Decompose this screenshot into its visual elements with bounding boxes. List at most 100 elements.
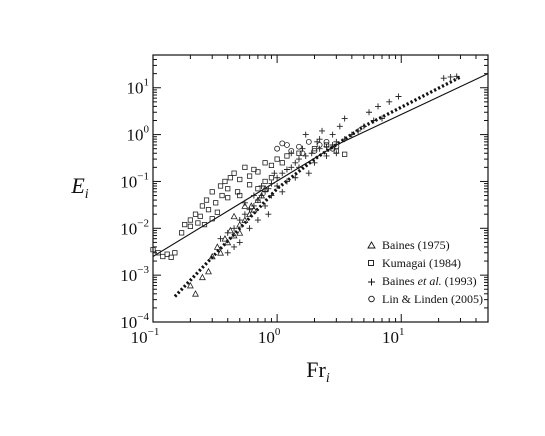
square-marker [237,192,243,199]
square-marker [222,178,228,185]
square-marker [255,169,261,175]
plus-marker [268,180,275,187]
plus-marker [250,202,257,209]
y-tick-label-exponent: 1 [144,77,150,89]
plus-marker [302,152,309,159]
square-marker [342,151,348,157]
dotted-fit-line [173,75,462,298]
legend-entry-baines-1975: Baines (1975) [367,238,450,252]
plus-marker [386,98,393,105]
square-marker [274,156,280,162]
circle-marker [323,138,330,145]
square-marker [227,175,233,181]
x-tick-label: 100 [258,326,281,347]
y-tick-label-base: 10 [120,313,137,332]
square-marker [199,203,205,209]
square-marker [296,150,302,156]
plus-marker [366,109,373,116]
square-marker [246,173,253,179]
plus-marker [246,206,253,213]
legend-label-lin-linden-2005: Lin & Linden (2005) [382,292,483,306]
square-marker [187,217,193,223]
plus-marker [323,152,330,159]
plus-marker [274,174,281,181]
plus-marker [360,123,367,130]
square-marker [164,251,170,257]
square-marker [182,221,188,228]
y-tick-label: 100 [127,124,150,145]
plus-marker [283,178,290,185]
square-marker [246,182,253,188]
legend-circle-marker [368,295,375,303]
circle-marker [274,145,281,152]
y-axis-title: Ei [70,173,88,202]
plus-marker [279,170,286,177]
plus-marker [440,75,447,82]
square-marker [168,254,174,260]
square-marker [172,250,178,256]
y-tick-label-exponent: −2 [137,217,149,229]
triangle-marker [213,243,221,250]
triangle-marker [186,281,194,289]
square-marker [284,153,290,159]
square-marker [225,195,231,201]
x-axis-title-main: Fr [306,357,326,382]
plot-area [150,54,489,323]
legend-label-baines-1993-before: Baines [382,274,418,288]
legend-label-baines-1993-after: (1993) [442,274,477,288]
solid-fit-line [152,73,489,257]
x-axis-title-sub: i [326,371,330,386]
plus-marker [453,73,460,80]
y-tick-label: 101 [127,77,150,98]
x-tick-label: 10−1 [131,326,160,347]
plus-marker [254,217,261,224]
plus-marker [258,182,265,189]
circle-marker [284,142,290,148]
plus-marker [370,117,377,124]
plus-marker [279,188,286,195]
triangle-marker [198,273,206,281]
square-marker [268,162,275,169]
plus-marker [246,225,253,232]
legend-entry-lin-linden-2005: Lin & Linden (2005) [368,292,483,306]
plus-marker [395,93,402,100]
circle-marker [316,142,323,148]
plus-marker [302,131,309,138]
legend-label-baines-1993: Baines et al. (1993) [382,274,477,288]
legend-entry-baines-1993: Baines et al. (1993) [368,274,477,288]
square-marker [231,170,237,176]
plus-marker [355,127,362,134]
major-ticks [152,55,488,323]
square-marker [209,216,215,222]
triangle-marker [241,216,249,223]
triangle-marker [236,220,244,228]
plus-marker [262,188,269,195]
plus-marker [311,159,318,166]
square-marker [219,192,225,199]
y-tick-label: 10−2 [120,217,149,238]
triangle-marker [230,212,238,220]
x-tick-label-base: 10 [382,328,399,347]
y-tick-label-exponent: 0 [144,124,150,136]
triangle-marker [236,229,244,236]
triangle-marker [217,249,225,256]
plus-marker [254,197,261,204]
plus-marker [375,103,382,110]
square-marker [262,178,268,185]
plus-marker [316,136,323,143]
plus-marker [274,182,281,189]
plus-marker [241,199,248,206]
circle-marker [305,138,312,145]
plus-marker [271,170,278,177]
square-marker [197,213,203,219]
plus-marker [305,170,312,177]
plus-marker [333,150,340,157]
plus-marker [379,115,386,122]
legend: Baines (1975) Kumagai (1984) Baines et a… [367,238,483,306]
plus-marker [292,174,299,181]
plus-marker [250,192,257,199]
x-tick-labels: 10−1 100 101 [131,326,405,347]
data-markers [150,73,460,297]
plus-marker [348,131,355,138]
